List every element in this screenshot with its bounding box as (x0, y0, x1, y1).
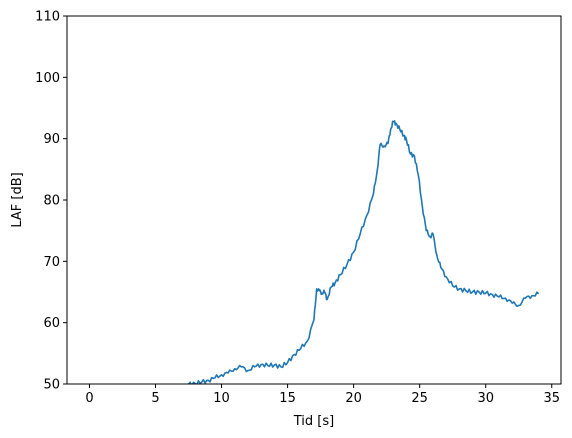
plot-frame (66, 15, 562, 385)
x-tick-label: 5 (151, 391, 159, 406)
y-axis-ticks: 50 60 70 80 90 100 110 (35, 10, 67, 393)
x-axis-label: Tid [s] (293, 414, 334, 429)
plot-area (66, 15, 562, 385)
x-tick-label: 30 (477, 391, 494, 406)
x-tick-label: 35 (543, 391, 560, 406)
y-tick-label: 90 (43, 132, 60, 147)
y-tick-label: 70 (43, 255, 60, 270)
series-line (187, 120, 540, 384)
x-tick-label: 20 (345, 391, 362, 406)
y-tick-label: 50 (43, 378, 60, 393)
x-tick-label: 25 (411, 391, 428, 406)
y-tick-label: 110 (35, 10, 60, 25)
y-tick-label: 60 (43, 316, 60, 331)
y-tick-label: 80 (43, 194, 60, 209)
x-tick-label: 0 (85, 391, 93, 406)
x-tick-label: 15 (279, 391, 296, 406)
series-layer (187, 120, 540, 384)
x-tick-label: 10 (213, 391, 230, 406)
y-axis-label: LAF [dB] (10, 172, 25, 227)
y-tick-label: 100 (35, 71, 60, 86)
x-axis-ticks: 0 5 10 15 20 25 30 35 (85, 384, 560, 406)
